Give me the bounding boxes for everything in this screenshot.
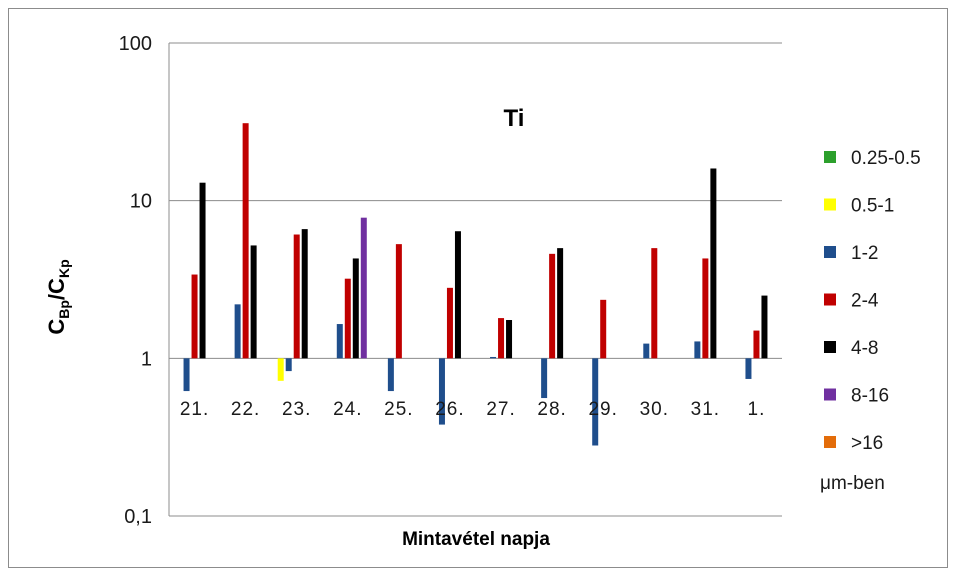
y-label-c2: C xyxy=(44,278,69,294)
legend-label: 1-2 xyxy=(851,243,878,264)
legend-swatch xyxy=(824,293,836,306)
chart-title: Ti xyxy=(504,105,525,132)
bar xyxy=(387,358,394,392)
bar xyxy=(352,258,359,359)
bars-layer xyxy=(183,123,768,446)
y-tick-label: 10 xyxy=(130,191,152,213)
bar xyxy=(745,358,752,379)
y-tick-labels: 0,1 1 10 100 xyxy=(119,33,152,528)
x-tick-label: 21. xyxy=(180,399,209,420)
legend-label: 2-4 xyxy=(851,291,879,312)
bar xyxy=(336,324,343,359)
bar xyxy=(549,253,556,359)
y-label-c1: C xyxy=(44,319,69,335)
bar xyxy=(438,358,445,425)
bar xyxy=(395,244,402,359)
bar xyxy=(250,245,257,359)
legend-swatch xyxy=(824,388,836,401)
bar xyxy=(702,258,709,359)
x-tick-label: 30. xyxy=(640,399,669,420)
y-label-sub2: Kp xyxy=(56,259,72,278)
bar xyxy=(753,330,760,359)
y-tick-label: 1 xyxy=(141,348,152,370)
x-tick-label: 25. xyxy=(384,399,413,420)
legend-swatch xyxy=(824,436,836,448)
y-label-slash: / xyxy=(44,294,69,300)
legend-swatch xyxy=(824,198,836,211)
legend: 0.25-0.5 0.5-1 1-2 2-4 4-8 8-16 >16 xyxy=(824,148,921,454)
legend-swatch xyxy=(824,341,836,353)
legend-label: >16 xyxy=(851,433,883,454)
grid-layer xyxy=(168,42,782,517)
legend-label: 0.25-0.5 xyxy=(851,148,921,169)
bar xyxy=(293,234,300,359)
bar xyxy=(199,182,206,359)
bar xyxy=(643,343,650,359)
bar xyxy=(498,318,505,359)
y-axis-label: CBp/CKp xyxy=(44,259,72,334)
bar xyxy=(600,299,607,359)
x-tick-label: 26. xyxy=(435,399,464,420)
bar xyxy=(191,274,198,359)
legend-label: 8-16 xyxy=(851,386,889,407)
x-axis-label: Mintavétel napja xyxy=(402,529,550,550)
bar xyxy=(557,248,564,359)
x-tick-label: 31. xyxy=(691,399,720,420)
x-tick-label: 27. xyxy=(486,399,515,420)
x-tick-label: 22. xyxy=(231,399,260,420)
y-label-sub1: Bp xyxy=(56,300,72,319)
bar xyxy=(490,356,497,359)
bar xyxy=(454,231,461,359)
bar xyxy=(651,248,658,359)
y-tick-label: 0,1 xyxy=(124,506,152,528)
x-tick-label: 24. xyxy=(333,399,362,420)
x-tick-label: 23. xyxy=(282,399,311,420)
y-tick-label: 100 xyxy=(119,33,152,55)
bar xyxy=(761,295,768,359)
chart-canvas: 0,1 1 10 100 21. 22. 23. 24. 25. 26. 27. 28. 29. 30.… xyxy=(44,33,921,550)
bar xyxy=(710,168,717,359)
bar xyxy=(360,217,367,359)
legend-unit-note: μm-ben xyxy=(820,473,885,494)
bar xyxy=(506,320,513,359)
legend-swatch xyxy=(824,151,836,163)
legend-label: 4-8 xyxy=(851,338,878,359)
bar xyxy=(592,358,599,446)
legend-swatch xyxy=(824,246,836,258)
chart-frame: 0,1 1 10 100 21. 22. 23. 24. 25. 26. 27. 28. 29. 30.… xyxy=(8,8,948,568)
category-labels: 21. 22. 23. 24. 25. 26. 27. 28. 29. 30. 31. 1. xyxy=(180,399,766,420)
bar xyxy=(301,229,308,359)
bar xyxy=(242,123,249,359)
legend-label: 0.5-1 xyxy=(851,196,894,217)
bar xyxy=(234,304,241,359)
bar xyxy=(446,287,453,359)
bar xyxy=(344,278,351,359)
bar xyxy=(541,358,548,399)
bar xyxy=(277,358,284,381)
bar xyxy=(285,358,292,372)
x-tick-label: 1. xyxy=(748,399,766,420)
x-tick-label: 29. xyxy=(588,399,617,420)
x-tick-label: 28. xyxy=(537,399,566,420)
bar xyxy=(694,341,701,359)
bar xyxy=(183,358,190,392)
